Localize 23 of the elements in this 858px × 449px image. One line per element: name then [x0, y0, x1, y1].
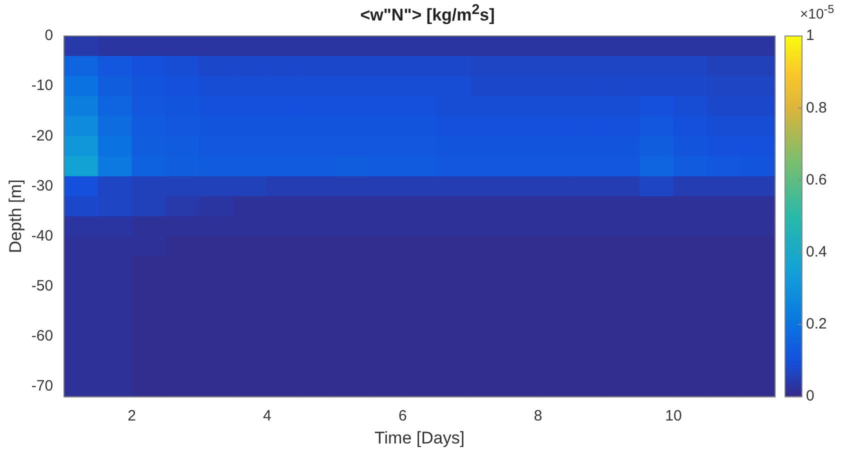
y-tick-label: 0	[44, 27, 54, 44]
x-axis-title: Time [Days]	[374, 428, 465, 448]
x-tick-label: 4	[263, 408, 272, 425]
y-tick-label: -70	[31, 378, 54, 395]
y-tick-label: -40	[31, 227, 54, 244]
y-tick-label: -50	[31, 278, 54, 295]
y-tick-label: -60	[31, 328, 54, 345]
text: ×10$^{-5}$	[800, 3, 834, 22]
x-tick-label: 2	[128, 408, 136, 425]
chart-title: <w"N"> [kg/m$^{2}$s]	[359, 2, 496, 26]
color-bar-label: 0.2	[806, 316, 827, 333]
color-bar-label: 0.6	[806, 171, 827, 188]
color-bar-label: 0.8	[806, 99, 827, 116]
y-axis-title: Depth [m]	[6, 179, 25, 254]
color-bar-label: 0	[806, 388, 814, 405]
y-tick-label: -20	[31, 127, 54, 144]
y-tick-label: -10	[31, 77, 54, 94]
x-tick-label: 6	[398, 408, 407, 425]
y-tick-label: -30	[31, 177, 54, 194]
x-tick-label: 10	[665, 408, 682, 425]
x-tick-label: 8	[534, 408, 542, 425]
color-bar-label: 1	[806, 27, 814, 44]
color-bar-label: 0.4	[806, 244, 827, 260]
